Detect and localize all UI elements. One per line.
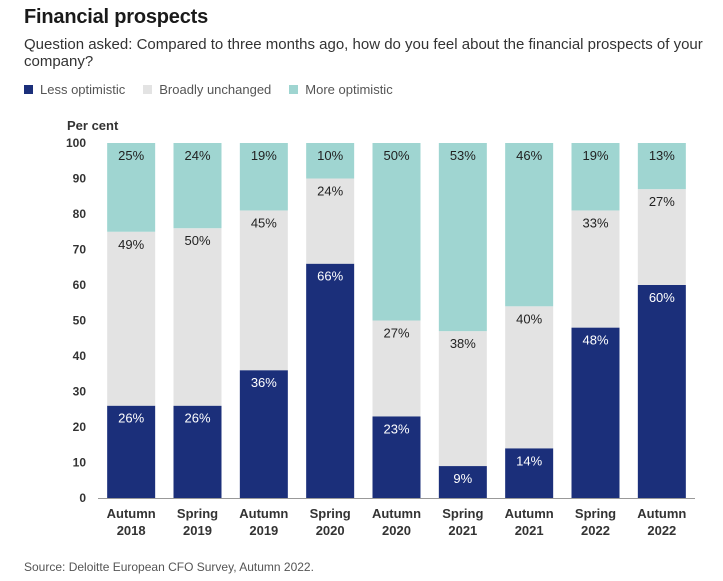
bar-segment-broadly-unchanged <box>306 178 355 264</box>
bar-segment-more-optimistic <box>107 143 156 232</box>
bar-segment-less-optimistic <box>637 285 686 498</box>
legend-label: Less optimistic <box>40 82 126 97</box>
bar-segment-broadly-unchanged <box>571 210 620 328</box>
data-label: 49% <box>118 237 144 252</box>
y-tick-label: 0 <box>79 491 86 505</box>
legend-label: More optimistic <box>305 82 393 97</box>
data-label: 66% <box>317 269 343 284</box>
x-tick-label: 2022 <box>647 523 676 538</box>
bar-segment-broadly-unchanged <box>372 320 421 417</box>
data-label: 9% <box>453 471 472 486</box>
x-tick-label: Autumn <box>505 506 554 521</box>
bar-segment-less-optimistic <box>306 263 355 498</box>
y-axis-label: Per cent <box>67 118 119 133</box>
legend-label: Broadly unchanged <box>159 82 272 97</box>
data-label: 24% <box>184 148 210 163</box>
bar-segment-more-optimistic <box>173 143 222 229</box>
y-tick-label: 10 <box>73 456 87 470</box>
x-tick-label: Autumn <box>637 506 686 521</box>
legend-swatch <box>143 85 153 94</box>
bar-segment-more-optimistic <box>372 143 421 321</box>
x-tick-label: Autumn <box>107 506 156 521</box>
bar-segment-less-optimistic <box>505 448 554 498</box>
x-tick-label: Spring <box>310 506 351 521</box>
data-label: 13% <box>649 148 675 163</box>
bar-segment-broadly-unchanged <box>173 228 222 406</box>
x-tick-label: 2019 <box>183 523 212 538</box>
data-label: 38% <box>450 336 476 351</box>
x-tick-label: 2020 <box>316 523 345 538</box>
y-tick-label: 30 <box>73 385 87 399</box>
bar-segment-less-optimistic <box>173 405 222 498</box>
y-tick-label: 40 <box>73 349 87 363</box>
data-label: 60% <box>649 290 675 305</box>
x-tick-label: Autumn <box>239 506 288 521</box>
data-label: 26% <box>118 411 144 426</box>
bar-segment-more-optimistic <box>306 143 355 179</box>
data-label: 26% <box>184 411 210 426</box>
y-tick-label: 60 <box>73 278 87 292</box>
bar-segment-broadly-unchanged <box>637 189 686 285</box>
legend-item-more-optimistic: More optimistic <box>289 82 393 97</box>
bar-segment-less-optimistic <box>438 466 487 498</box>
x-tick-label: 2019 <box>249 523 278 538</box>
data-label: 50% <box>383 148 409 163</box>
bar-segment-broadly-unchanged <box>239 210 288 371</box>
x-tick-label: 2018 <box>117 523 146 538</box>
data-label: 19% <box>251 148 277 163</box>
data-label: 33% <box>582 215 608 230</box>
bar-segment-more-optimistic <box>438 143 487 332</box>
y-tick-label: 90 <box>73 172 87 186</box>
x-tick-label: Spring <box>575 506 616 521</box>
bar-segment-less-optimistic <box>571 327 620 498</box>
y-tick-label: 70 <box>73 243 87 257</box>
y-tick-label: 20 <box>73 420 87 434</box>
data-label: 36% <box>251 375 277 390</box>
data-label: 27% <box>383 326 409 341</box>
data-label: 46% <box>516 148 542 163</box>
x-tick-label: 2021 <box>515 523 544 538</box>
source-note: Source: Deloitte European CFO Survey, Au… <box>24 560 314 574</box>
bar-segment-broadly-unchanged <box>107 231 156 406</box>
data-label: 53% <box>450 148 476 163</box>
legend: Less optimistic Broadly unchanged More o… <box>24 82 393 97</box>
legend-item-less-optimistic: Less optimistic <box>24 82 125 97</box>
x-tick-label: 2022 <box>581 523 610 538</box>
x-tick-label: 2020 <box>382 523 411 538</box>
bar-segment-more-optimistic <box>637 143 686 190</box>
data-label: 48% <box>582 333 608 348</box>
bar-segment-more-optimistic <box>239 143 288 211</box>
data-label: 19% <box>582 148 608 163</box>
data-label: 25% <box>118 148 144 163</box>
legend-swatch <box>24 85 33 94</box>
data-label: 40% <box>516 311 542 326</box>
bar-segment-less-optimistic <box>107 405 156 498</box>
data-label: 27% <box>649 194 675 209</box>
bar-segment-more-optimistic <box>505 143 554 307</box>
data-label: 24% <box>317 184 343 199</box>
chart-title: Financial prospects <box>24 6 209 28</box>
data-label: 23% <box>383 421 409 436</box>
y-tick-label: 80 <box>73 207 87 221</box>
x-tick-label: Spring <box>177 506 218 521</box>
legend-item-broadly-unchanged: Broadly unchanged <box>143 82 271 97</box>
data-label: 10% <box>317 148 343 163</box>
bar-segment-more-optimistic <box>571 143 620 211</box>
data-label: 45% <box>251 215 277 230</box>
x-tick-label: Autumn <box>372 506 421 521</box>
data-label: 14% <box>516 453 542 468</box>
bar-segment-broadly-unchanged <box>438 331 487 467</box>
x-tick-label: 2021 <box>448 523 477 538</box>
bar-segment-broadly-unchanged <box>505 306 554 449</box>
y-tick-label: 50 <box>73 314 87 328</box>
data-label: 50% <box>184 233 210 248</box>
bar-segment-less-optimistic <box>372 416 421 498</box>
chart-subtitle: Question asked: Compared to three months… <box>24 36 703 70</box>
legend-swatch <box>289 85 299 94</box>
x-tick-label: Spring <box>442 506 483 521</box>
bar-segment-less-optimistic <box>239 370 288 498</box>
y-tick-label: 100 <box>66 136 86 150</box>
